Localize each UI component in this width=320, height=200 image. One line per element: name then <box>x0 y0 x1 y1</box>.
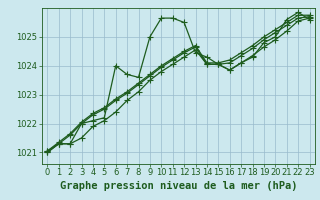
X-axis label: Graphe pression niveau de la mer (hPa): Graphe pression niveau de la mer (hPa) <box>60 181 297 191</box>
